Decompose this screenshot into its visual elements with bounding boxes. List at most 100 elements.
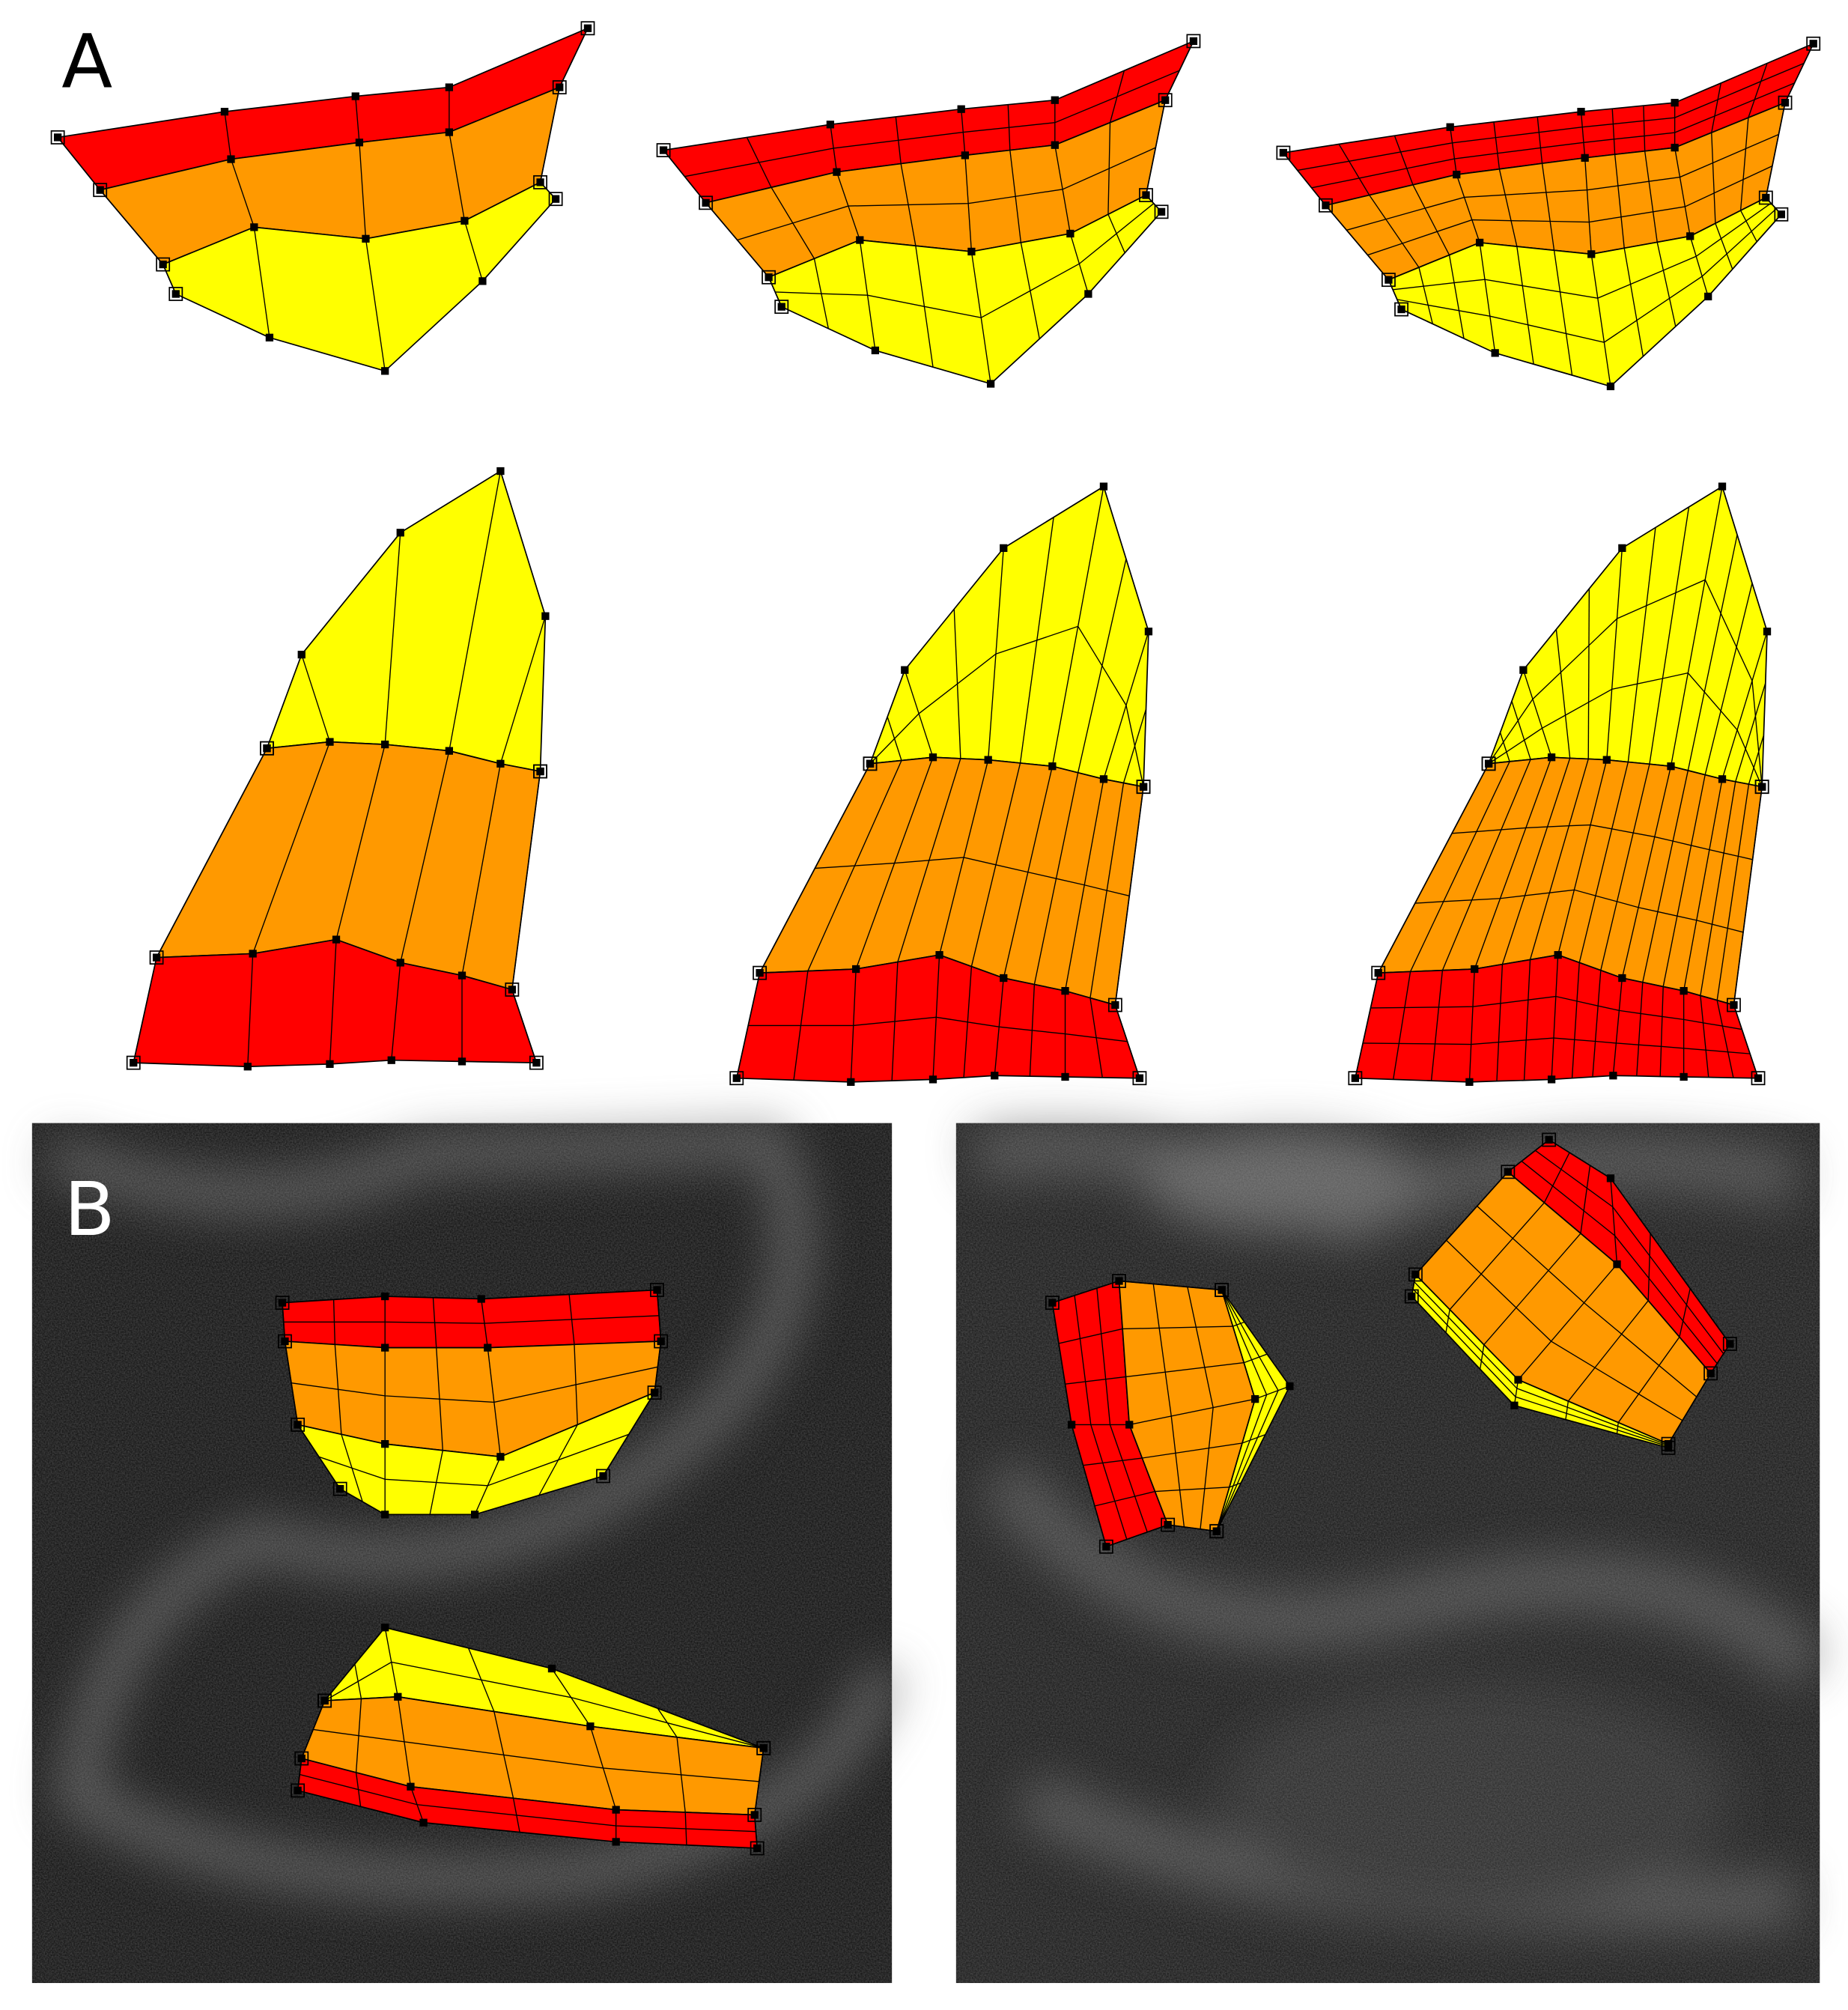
mesh-line — [1254, 1385, 1290, 1400]
control-point — [1051, 141, 1059, 149]
mesh-line — [1109, 70, 1125, 123]
mesh-line — [836, 171, 860, 240]
mesh-line — [1716, 1000, 1734, 1078]
mesh-line — [964, 155, 973, 252]
control-point — [1606, 382, 1615, 391]
mesh-line — [684, 1812, 687, 1845]
mesh-line — [512, 1798, 520, 1833]
mesh-line — [432, 1297, 437, 1348]
control-point — [152, 953, 161, 962]
mesh-line — [1499, 732, 1510, 762]
mesh-line — [355, 1698, 362, 1773]
mesh-line — [1468, 968, 1475, 1082]
control-point — [263, 744, 271, 753]
mesh-line — [1430, 970, 1444, 1081]
mesh-line — [100, 189, 164, 265]
control-point — [866, 759, 875, 768]
corner-handle — [750, 1841, 765, 1856]
mesh-line — [746, 137, 772, 188]
mesh-line — [1020, 242, 1040, 339]
mesh-line — [341, 1434, 363, 1502]
mesh-line — [1643, 106, 1646, 151]
mesh-line — [1711, 82, 1721, 133]
mesh-line — [663, 150, 707, 204]
mesh-line — [1711, 133, 1716, 224]
control-point — [1514, 1376, 1522, 1384]
mesh-line — [1355, 973, 1379, 1078]
control-point — [532, 1058, 541, 1067]
control-point — [1411, 1270, 1420, 1279]
control-point — [1686, 232, 1694, 240]
mesh-line — [410, 1786, 425, 1823]
control-point — [1671, 98, 1679, 107]
mesh-line — [247, 953, 254, 1067]
corner-handle — [168, 287, 183, 301]
corner-handle — [863, 756, 878, 771]
corner-handle — [774, 300, 789, 315]
mesh-line — [1456, 174, 1480, 243]
control-point — [220, 107, 229, 116]
control-point — [1144, 628, 1153, 636]
control-point — [991, 1072, 999, 1080]
mesh-line — [1493, 121, 1501, 169]
control-point — [381, 1510, 389, 1519]
mesh-line — [481, 1299, 488, 1348]
mesh-line — [1480, 1344, 1485, 1370]
control-point — [1322, 201, 1330, 210]
corner-handle — [533, 174, 547, 189]
control-point — [171, 290, 180, 298]
mesh-line — [656, 1290, 662, 1342]
control-point — [702, 198, 710, 207]
corner-handle — [1703, 1366, 1718, 1381]
control-point — [732, 1074, 741, 1082]
corner-handle — [1501, 1165, 1516, 1179]
corner-handle — [647, 1385, 662, 1400]
corner-handle — [1774, 207, 1789, 222]
mesh-line — [1283, 152, 1326, 206]
mesh-line — [1592, 970, 1602, 1078]
mesh-line — [461, 763, 502, 976]
control-point — [294, 1421, 302, 1429]
mesh-line — [1739, 210, 1757, 243]
corner-handle — [1136, 780, 1151, 795]
control-point — [381, 1292, 389, 1301]
control-point — [1545, 1135, 1553, 1144]
mesh-line — [1557, 759, 1608, 956]
mesh-line — [1119, 1280, 1222, 1291]
mesh-line — [1735, 683, 1766, 782]
control-point — [871, 346, 880, 355]
corner-handle — [1382, 273, 1396, 288]
mesh-line — [1003, 766, 1054, 979]
control-point — [1164, 1520, 1172, 1529]
mesh-line — [1523, 959, 1531, 1081]
control-point — [1465, 1078, 1474, 1086]
mesh-line — [1518, 1263, 1618, 1380]
mesh-line — [1077, 559, 1127, 773]
control-point — [935, 951, 943, 959]
corner-handle — [317, 1693, 332, 1708]
mesh-line — [1114, 786, 1144, 1006]
mesh-line — [1019, 517, 1054, 764]
mesh-line — [1565, 1400, 1569, 1420]
mesh-line — [1107, 213, 1125, 253]
control-point — [265, 333, 274, 341]
control-point — [1754, 1074, 1763, 1082]
mesh-line — [1479, 242, 1496, 353]
control-point — [777, 303, 785, 311]
control-point — [599, 1472, 607, 1481]
control-point — [1374, 969, 1382, 977]
control-point — [477, 1295, 485, 1303]
control-point — [396, 529, 404, 537]
mesh-line — [1522, 670, 1552, 758]
corner-handle — [1045, 1296, 1060, 1311]
mesh-line — [1668, 1373, 1712, 1445]
mesh-line — [602, 1392, 655, 1477]
control-point — [856, 236, 864, 244]
control-point — [653, 1286, 661, 1294]
control-point — [1067, 1421, 1076, 1429]
corner-handle — [1481, 756, 1496, 771]
mesh-line — [759, 763, 871, 974]
mesh-line — [1370, 995, 1742, 1030]
control-point — [1099, 482, 1108, 491]
